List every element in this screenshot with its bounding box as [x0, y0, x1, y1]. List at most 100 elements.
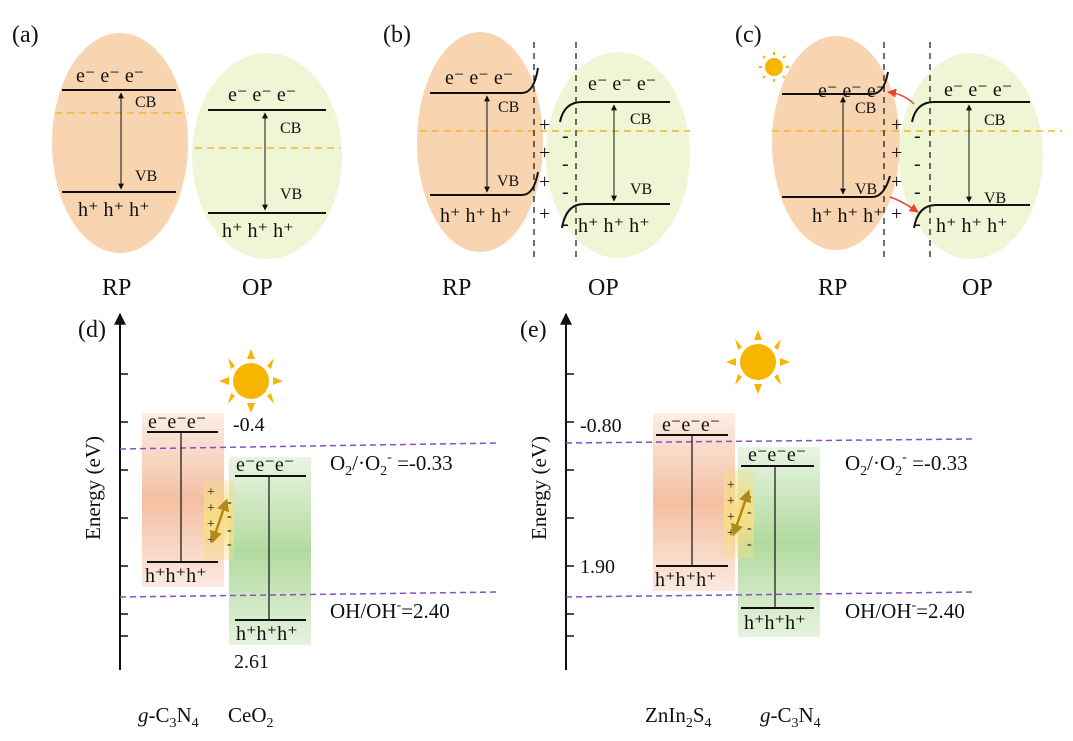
panel-c: (c) e⁻ e⁻ e⁻ CB VB h⁺ h⁺ h⁺ e⁻ e⁻ e⁻ CB …: [735, 22, 1062, 301]
negative-charge: -: [914, 181, 921, 203]
right-material-label: g-C3N4: [760, 703, 821, 731]
gc3n4-electrons: e⁻e⁻e⁻: [748, 444, 806, 466]
rp-electrons: e⁻ e⁻ e⁻: [76, 65, 144, 87]
negative-charge: -: [747, 521, 752, 536]
negative-charge: -: [227, 509, 232, 524]
op-cb-bent: [911, 101, 1030, 123]
op-electrons: e⁻ e⁻ e⁻: [944, 79, 1012, 101]
positive-charge: +: [891, 142, 902, 164]
rp-vb-label: VB: [135, 168, 157, 185]
rp-vb-label: VB: [497, 173, 519, 190]
rp-vb-bent: [782, 175, 891, 198]
op-vb-label: VB: [280, 186, 302, 203]
hole-transfer-arrow: [889, 196, 919, 213]
op-vb-label: VB: [630, 181, 652, 198]
sun-icon: [219, 349, 283, 413]
right-material-label: CeO2: [228, 703, 274, 731]
negative-charge: -: [562, 181, 569, 203]
positive-charge: +: [539, 142, 550, 164]
rp-caption: RP: [442, 275, 471, 301]
gc3n4-holes: h⁺h⁺h⁺: [145, 565, 207, 587]
panel-b: (b) e⁻ e⁻ e⁻ CB VB h⁺ h⁺ h⁺ e⁻ e⁻ e⁻ CB …: [383, 22, 690, 301]
panel-d-label: (d): [78, 317, 106, 343]
op-cb-label: CB: [984, 112, 1005, 129]
negative-charge: -: [227, 495, 232, 510]
znin2s4-holes: h⁺h⁺h⁺: [655, 569, 717, 591]
redox-line-lower: [565, 591, 973, 598]
op-cb-bent: [559, 101, 670, 123]
panel-a: (a) e⁻ e⁻ e⁻ CB VB h⁺ h⁺ h⁺ e⁻ e⁻ e⁻ CB …: [12, 22, 342, 301]
positive-charge: +: [207, 517, 215, 532]
positive-charge: +: [727, 478, 735, 493]
op-electrons: e⁻ e⁻ e⁻: [588, 73, 656, 95]
op-vb-label: VB: [984, 190, 1006, 207]
op-caption: OP: [242, 275, 273, 301]
panel-d: (d) Energy (eV) e⁻e⁻e⁻: [78, 312, 501, 731]
ceo2-holes: h⁺h⁺h⁺: [236, 623, 298, 645]
negative-charge: -: [914, 213, 921, 235]
positive-charge: +: [539, 171, 550, 193]
rp-holes: h⁺ h⁺ h⁺: [440, 205, 512, 227]
positive-charge: +: [727, 526, 735, 541]
op-vb-bent: [561, 203, 670, 229]
redox-line-lower: [119, 591, 501, 598]
ceo2-electrons: e⁻e⁻e⁻: [236, 454, 294, 476]
rp-holes: h⁺ h⁺ h⁺: [812, 205, 884, 227]
sun-icon: [726, 330, 790, 394]
energy-axis-label: Energy (eV): [527, 436, 551, 540]
negative-charge: -: [747, 505, 752, 520]
rp-cb-label: CB: [135, 94, 156, 111]
electron-transfer-arrow: [887, 88, 915, 105]
redox-upper-label: O2/·O2- =-0.33: [330, 450, 453, 479]
panel-b-label: (b): [383, 22, 411, 48]
negative-charge: -: [914, 153, 921, 175]
rp-cb-bent: [782, 71, 889, 95]
positive-charge: +: [539, 114, 550, 136]
op-holes: h⁺ h⁺ h⁺: [222, 220, 294, 242]
ceo2-band-region: [229, 457, 311, 645]
op-cb-label: CB: [280, 120, 301, 137]
negative-charge: -: [227, 523, 232, 538]
positive-charge: +: [207, 485, 215, 500]
negative-charge: -: [562, 153, 569, 175]
op-holes: h⁺ h⁺ h⁺: [578, 215, 650, 237]
redox-upper-label: O2/·O2- =-0.33: [845, 450, 968, 479]
gc3n4-cb-value: -0.4: [233, 414, 265, 436]
positive-charge: +: [891, 203, 902, 225]
panel-a-label: (a): [12, 22, 39, 48]
op-caption: OP: [962, 275, 993, 301]
positive-charge: +: [727, 510, 735, 525]
left-material-label: g-C3N4: [138, 703, 199, 731]
znin2s4-cb-value: -0.80: [580, 415, 622, 437]
panel-c-label: (c): [735, 22, 762, 48]
positive-charge: +: [539, 203, 550, 225]
negative-charge: -: [747, 537, 752, 552]
redox-lower-label: OH/OH-=2.40: [330, 598, 450, 623]
op-holes: h⁺ h⁺ h⁺: [936, 215, 1008, 237]
znin2s4-electrons: e⁻e⁻e⁻: [662, 414, 720, 436]
gc3n4-electrons: e⁻e⁻e⁻: [148, 411, 206, 433]
rp-cb-label: CB: [855, 100, 876, 117]
charge-transfer-arrow: [209, 498, 230, 544]
positive-charge: +: [727, 494, 735, 509]
energy-axis-ticks: [120, 373, 128, 637]
rp-caption: RP: [102, 275, 131, 301]
rp-vb-label: VB: [855, 181, 877, 198]
rp-caption: RP: [818, 275, 847, 301]
negative-charge: -: [562, 125, 569, 147]
rp-cb-label: CB: [498, 99, 519, 116]
sun-icon: [759, 52, 789, 82]
panel-e-label: (e): [520, 317, 547, 343]
negative-charge: -: [227, 537, 232, 552]
op-cb-label: CB: [630, 111, 651, 128]
ceo2-vb-value: 2.61: [234, 651, 269, 673]
positive-charge: +: [207, 501, 215, 516]
negative-charge: -: [914, 125, 921, 147]
redox-lower-label: OH/OH-=2.40: [845, 598, 965, 623]
rp-vb-bent: [430, 171, 539, 196]
panel-e: (e) Energy (eV) e⁻e⁻e⁻: [520, 312, 973, 731]
op-caption: OP: [588, 275, 619, 301]
rp-ellipse: [417, 32, 543, 252]
rp-cb-bent: [430, 67, 539, 94]
charge-transfer-arrow: [730, 489, 752, 537]
